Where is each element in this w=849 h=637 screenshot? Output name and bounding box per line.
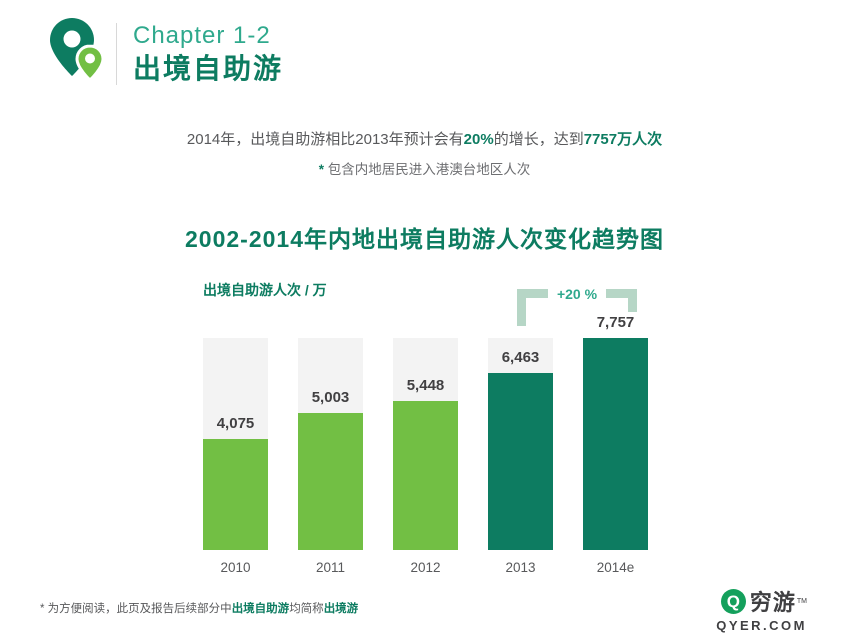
bar-category-label: 2010 (220, 560, 251, 575)
chart-title: 2002-2014年内地出境自助游人次变化趋势图 (185, 226, 664, 252)
bar-fill-2013 (488, 373, 553, 550)
growth-bracket-left-icon (517, 289, 548, 298)
bar-column-2013: 6,463 (488, 338, 553, 550)
intro-highlight-total: 7757万人次 (583, 131, 663, 148)
intro-highlight-growth: 20% (463, 131, 494, 148)
intro-seg1: 2014年，出境自助游相比2013年预计会有 (186, 131, 464, 148)
growth-bracket-left-icon (517, 289, 526, 326)
growth-bracket-right-icon (628, 289, 637, 312)
bar-chart: 4,075 5,003 5,448 6,463 7,757 (203, 314, 648, 550)
bar-category-label: 2011 (315, 560, 346, 575)
intro-footnote-text: 包含内地居民进入港澳台地区人次 (324, 162, 531, 177)
growth-annotation-label: +20 % (556, 286, 598, 302)
bar-fill-2010 (203, 439, 268, 550)
intro-statement: 2014年，出境自助游相比2013年预计会有20%的增长，达到7757万人次 (0, 128, 849, 149)
intro-footnote: * 包含内地居民进入港澳台地区人次 (0, 158, 849, 178)
brand-trademark: TM (796, 597, 807, 605)
bar-fill-2011 (298, 413, 363, 550)
footnote-bold2: 出境游 (323, 603, 359, 615)
bar-value-label: 7,757 (596, 314, 635, 331)
chart-y-axis-label: 出境自助游人次 / 万 (203, 282, 327, 298)
brand-domain: QYER.COM (716, 618, 807, 633)
footnote-seg2: 均简称 (289, 603, 324, 615)
bar-category-label: 2013 (505, 560, 536, 575)
bar-column-2012: 5,448 (393, 338, 458, 550)
footnote-seg1: 为方便阅读，此页及报告后续部分中 (44, 603, 232, 615)
page-header: Chapter 1-2 出境自助游 (44, 16, 283, 92)
page-title: 出境自助游 (133, 53, 284, 84)
qyer-q-icon: Q (720, 588, 746, 614)
footnote-bold1: 出境自助游 (231, 603, 290, 615)
qyer-pin-logo (50, 18, 105, 83)
brand-name: 穷游 (749, 590, 796, 615)
bar-category-label: 2012 (410, 560, 441, 575)
bar-column-2014e: 7,757 (583, 314, 648, 550)
chapter-label: Chapter 1-2 (133, 22, 271, 50)
intro-seg2: 的增长，达到 (493, 131, 584, 148)
bar-fill-2014e (583, 338, 648, 550)
qyer-brand-logo: Q 穷游 TM QYER.COM (716, 585, 807, 633)
bar-value-label: 5,003 (311, 389, 350, 406)
bar-chart-x-labels: 2010 2011 2012 2013 2014e (203, 560, 648, 575)
bar-fill-2012 (393, 401, 458, 550)
growth-bracket-right-icon (606, 289, 637, 298)
intro-footnote-star: * (318, 162, 324, 177)
bar-column-2011: 5,003 (298, 338, 363, 550)
bar-value-label: 5,448 (406, 377, 445, 394)
bar-column-2010: 4,075 (203, 338, 268, 550)
page-footnote: * 为方便阅读，此页及报告后续部分中出境自助游均简称出境游 (40, 600, 358, 616)
footnote-star: * (40, 603, 45, 615)
bar-category-label: 2014e (596, 560, 635, 575)
bar-value-label: 6,463 (501, 349, 540, 366)
bar-value-label: 4,075 (216, 415, 255, 432)
header-divider (116, 23, 117, 85)
